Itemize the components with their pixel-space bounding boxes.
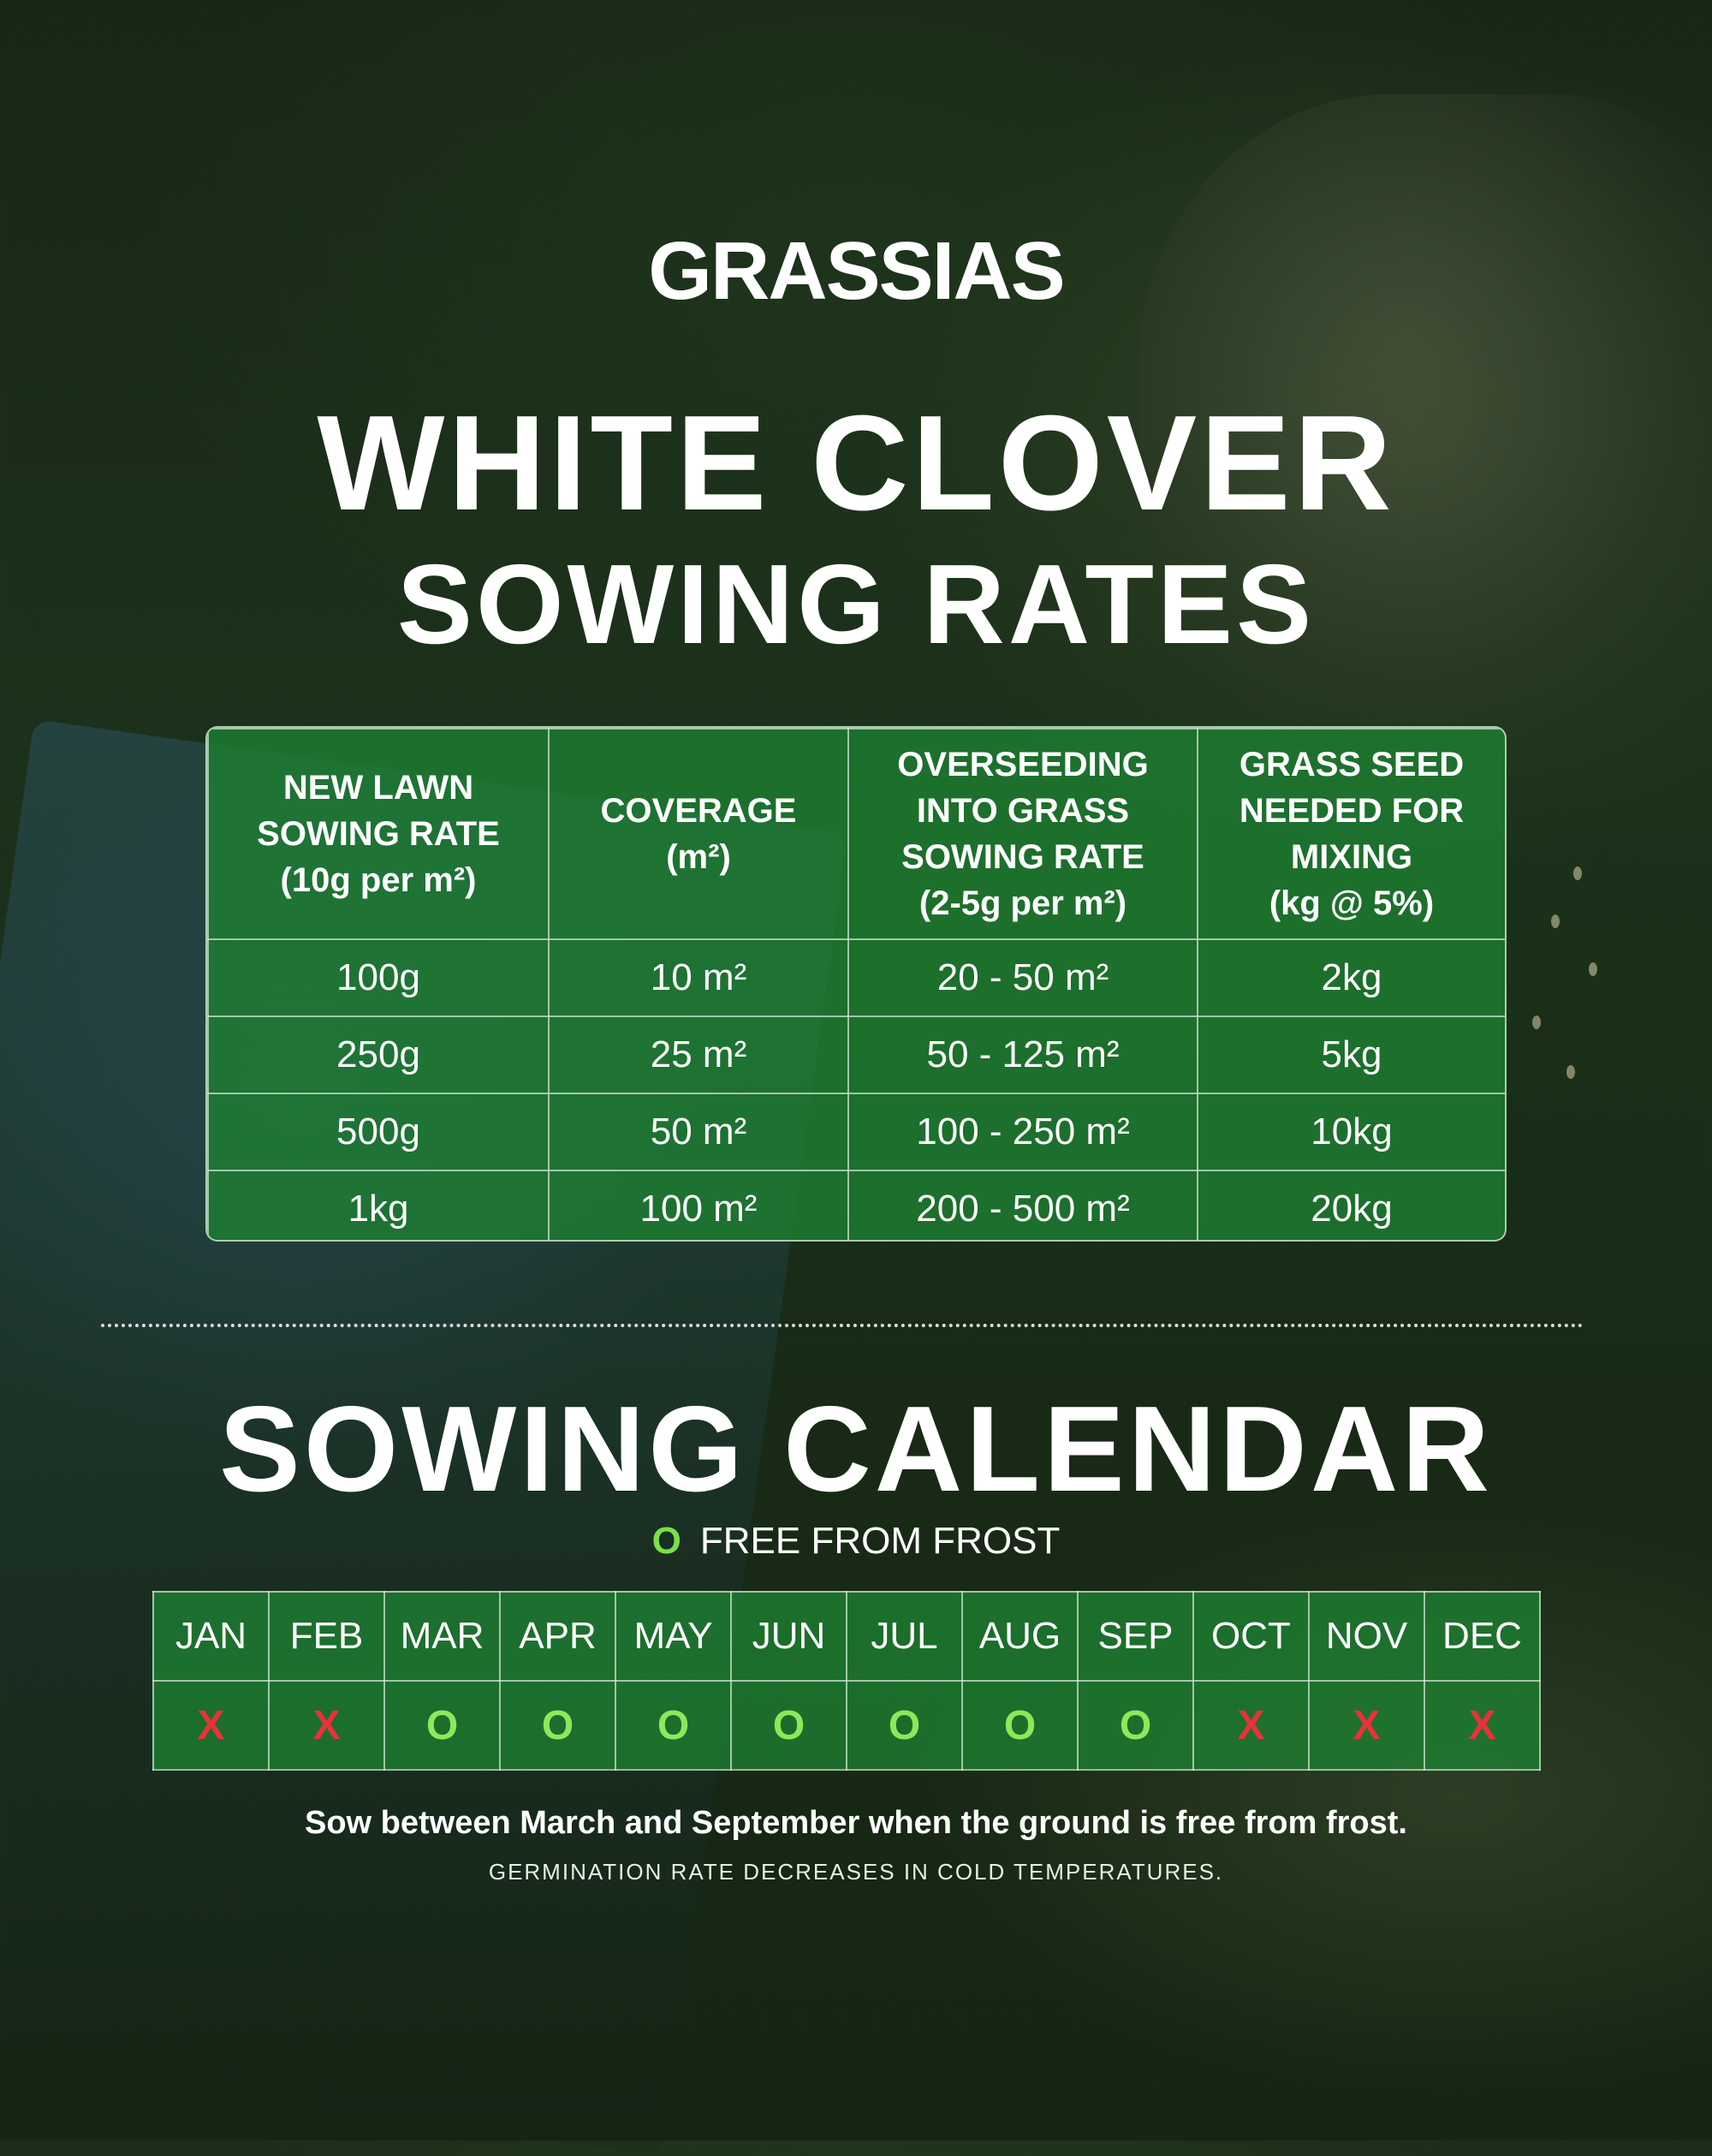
status-cell: O [961,1680,1079,1771]
calendar-month-row: JAN FEB MAR APR MAY JUN JUL AUG SEP OCT … [152,1591,1541,1682]
header-grass-seed: GRASS SEED NEEDED FOR MIXING (kg @ 5%) [1197,728,1505,940]
sowing-rates-table: NEW LAWN SOWING RATE (10g per m²) COVERA… [205,726,1507,1242]
table-row: 250g 25 m² 50 - 125 m² 5kg [207,1015,1505,1094]
table-cell: 100 - 250 m² [847,1093,1198,1171]
status-cell: X [1424,1680,1541,1771]
legend-label: FREE FROM FROST [699,1520,1061,1562]
sowing-note: Sow between March and September when the… [305,1805,1407,1841]
month-cell: OCT [1192,1591,1310,1682]
status-cell: X [1192,1680,1310,1771]
frost-free-circle-icon: O [651,1520,681,1562]
month-cell: JAN [152,1591,270,1682]
month-cell: DEC [1424,1591,1541,1682]
seed-decoration [1532,1015,1541,1029]
background-glove-shape [1138,94,1712,745]
page-title-line-1: WHITE CLOVER [317,388,1395,539]
header-line: COVERAGE [600,792,797,830]
table-row: 100g 10 m² 20 - 50 m² 2kg [207,938,1505,1017]
header-line: NEW LAWN [282,769,474,807]
header-line: (10g per m²) [280,861,477,899]
month-cell: AUG [961,1591,1079,1682]
status-cell: O [615,1680,732,1771]
page-title-line-2: SOWING RATES [396,541,1316,667]
calendar-title: SOWING CALENDAR [219,1381,1493,1517]
header-line: OVERSEEDING [897,746,1149,783]
table-cell: 50 m² [548,1093,849,1171]
status-cell: O [383,1680,501,1771]
status-cell: X [268,1680,385,1771]
month-cell: JUL [846,1591,963,1682]
table-cell: 500g [207,1093,550,1171]
header-line: SOWING RATE [257,815,500,853]
table-cell: 10kg [1197,1093,1505,1171]
dotted-divider [101,1324,1584,1327]
brand-logo: GRASSIAS [648,225,1065,317]
header-line: MIXING [1290,838,1413,876]
table-cell: 100 m² [548,1170,849,1240]
status-cell: X [152,1680,270,1771]
table-cell: 200 - 500 m² [847,1170,1198,1240]
status-cell: O [499,1680,616,1771]
header-new-lawn: NEW LAWN SOWING RATE (10g per m²) [207,728,550,940]
table-cell: 10 m² [548,938,849,1017]
status-cell: O [846,1680,963,1771]
table-row: 500g 50 m² 100 - 250 m² 10kg [207,1093,1505,1171]
month-cell: NOV [1308,1591,1425,1682]
germination-note: GERMINATION RATE DECREASES IN COLD TEMPE… [488,1859,1224,1885]
table-cell: 20 - 50 m² [847,938,1198,1017]
table-cell: 250g [207,1015,550,1094]
table-row: 1kg 100 m² 200 - 500 m² 20kg [207,1170,1505,1240]
table-cell: 100g [207,938,550,1017]
header-line: (kg @ 5%) [1269,884,1435,922]
table-cell: 2kg [1197,938,1505,1017]
header-coverage: COVERAGE (m²) [548,728,849,940]
header-line: SOWING RATE [901,838,1144,876]
table-cell: 1kg [207,1170,550,1240]
calendar-legend: O FREE FROM FROST [0,1517,1712,1565]
month-cell: FEB [268,1591,385,1682]
month-cell: APR [499,1591,616,1682]
table-cell: 5kg [1197,1015,1505,1094]
seed-decoration [1573,867,1582,880]
header-overseeding: OVERSEEDING INTO GRASS SOWING RATE (2-5g… [847,728,1198,940]
month-cell: SEP [1077,1591,1194,1682]
seed-decoration [1551,914,1560,928]
status-cell: O [1077,1680,1194,1771]
table-header-row: NEW LAWN SOWING RATE (10g per m²) COVERA… [207,728,1505,940]
header-line: INTO GRASS [916,792,1130,830]
table-cell: 25 m² [548,1015,849,1094]
header-line: (2-5g per m²) [918,884,1127,922]
status-cell: X [1308,1680,1425,1771]
table-cell: 50 - 125 m² [847,1015,1198,1094]
seed-decoration [1566,1065,1575,1079]
table-cell: 20kg [1197,1170,1505,1240]
month-cell: JUN [730,1591,847,1682]
header-line: GRASS SEED [1239,746,1465,783]
seed-decoration [1589,962,1597,976]
status-cell: O [730,1680,847,1771]
calendar-status-row: X X O O O O O O O X X X [152,1680,1541,1771]
sowing-calendar-grid: JAN FEB MAR APR MAY JUN JUL AUG SEP OCT … [152,1591,1541,1771]
month-cell: MAY [615,1591,732,1682]
header-line: NEEDED FOR [1239,792,1465,830]
header-line: (m²) [666,838,731,876]
month-cell: MAR [383,1591,501,1682]
